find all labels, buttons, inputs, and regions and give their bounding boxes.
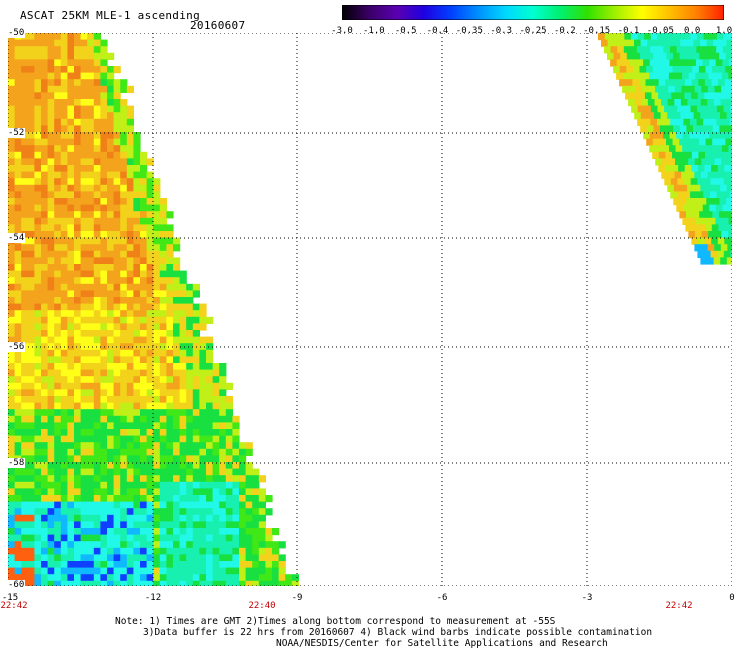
colorbar-tick-label: -0.5: [394, 26, 417, 36]
grid-lines: [8, 33, 732, 586]
colorbar-tick-label: -0.25: [519, 26, 547, 36]
lon-label-6: -6: [436, 593, 448, 603]
colorbar-tick-label: -0.1: [617, 26, 640, 36]
colorbar-tick-label: 1.0: [715, 26, 733, 36]
lat-label-58: -58: [7, 458, 26, 468]
colorbar-tick-label: -0.4: [426, 26, 449, 36]
time-label: 22:40: [248, 601, 276, 611]
lon-label-15: -15: [1, 593, 19, 603]
colorbar-gradient: [342, 5, 724, 20]
colorbar: [342, 5, 724, 20]
colorbar-tick-label: -0.05: [646, 26, 674, 36]
colorbar-tick-label: 0.0: [684, 26, 701, 36]
lat-label-50: -50: [7, 28, 26, 38]
note-line-2: 3)Data buffer is 22 hrs from 20160607 4)…: [143, 627, 653, 638]
colorbar-labels: -3.0 -1.0 -0.5 -0.4 -0.35 -0.3 -0.25 -0.2 -0.15-…: [331, 26, 734, 38]
swath-cells: [8, 33, 732, 586]
time-label: 22:42: [665, 601, 693, 611]
colorbar-tick-label: -0.15: [583, 26, 611, 36]
lon-label-9: -9: [291, 593, 303, 603]
colorbar-tick-label: -1.0: [362, 26, 385, 36]
note-line-3: NOAA/NESDIS/Center for Satellite Applica…: [276, 638, 608, 649]
lon-label-3: -3: [581, 593, 593, 603]
colorbar-tick-label: -3.0: [331, 26, 353, 36]
colorbar-tick-label: -0.35: [455, 26, 483, 36]
colorbar-tick-label: -0.3: [490, 26, 512, 36]
lat-label-56: -56: [7, 342, 26, 352]
note-line-1: Note: 1) Times are GMT 2)Times along bot…: [115, 616, 556, 627]
colorbar-tick-label: -0.2: [553, 26, 576, 36]
swath-map: [8, 33, 732, 586]
lat-label-52: -52: [7, 128, 26, 138]
lat-label-60: -60: [7, 580, 26, 590]
time-label: 22:42: [0, 601, 28, 611]
chart-date: 20160607: [190, 19, 246, 32]
lat-label-54: -54: [7, 233, 26, 243]
lon-label-0: 0: [729, 593, 735, 603]
lon-label-12: -12: [144, 593, 162, 603]
chart-title: ASCAT 25KM MLE-1 ascending: [20, 9, 200, 22]
